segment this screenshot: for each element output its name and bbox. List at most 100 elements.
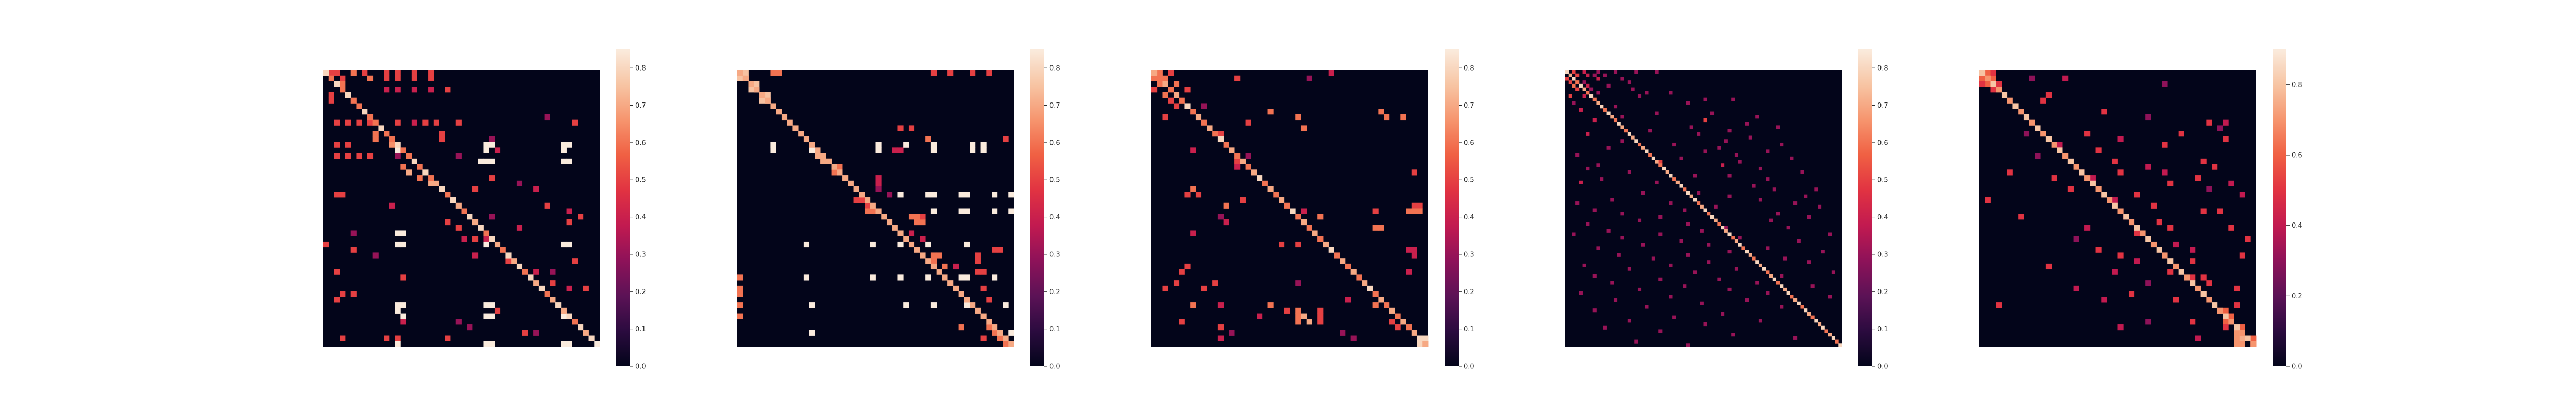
heatmap-diagonal-cell [1257, 175, 1263, 181]
heatmap-cell [770, 142, 776, 148]
heatmap-cell [1807, 260, 1811, 264]
heatmap-diagonal-cell [561, 307, 567, 314]
heatmap-cell [483, 158, 489, 164]
heatmap-cell [1295, 313, 1301, 319]
heatmap-diagonal-cell [2007, 97, 2013, 104]
heatmap-cell [1162, 114, 1168, 121]
heatmap-diagonal-cell [1679, 184, 1683, 188]
heatmap-cell [1234, 164, 1241, 170]
heatmap-diagonal-cell [533, 280, 539, 286]
heatmap-cell [2101, 297, 2107, 303]
heatmap-cell [472, 236, 479, 242]
heatmap-cell [1703, 322, 1707, 327]
heatmap-cell [925, 274, 931, 281]
colorbar [1445, 49, 1459, 366]
heatmap-cell [1257, 313, 1263, 319]
heatmap-cell [505, 258, 512, 264]
heatmap-diagonal-cell [1641, 146, 1645, 150]
heatmap-cell [428, 75, 434, 81]
heatmap-cell [1217, 324, 1224, 331]
heatmap-cell [400, 302, 406, 308]
heatmap-cell [1317, 214, 1324, 220]
heatmap-cell [1190, 302, 1196, 308]
heatmap-diagonal-cell [1323, 241, 1329, 248]
heatmap-cell [1697, 191, 1701, 195]
heatmap-cell [865, 202, 871, 209]
heatmap-diagonal-cell [1831, 336, 1835, 340]
colorbar-tick-label: 0.7 [1877, 102, 1888, 110]
colorbar-tick-label: 0.4 [635, 214, 646, 221]
heatmap-diagonal-cell [2051, 142, 2057, 148]
heatmap-cell [897, 125, 904, 131]
heatmap-diagonal-cell [1662, 166, 1666, 171]
heatmap-cell [400, 230, 406, 236]
heatmap-cell [1372, 208, 1379, 214]
heatmap-cell [2234, 330, 2240, 336]
heatmap-cell [1162, 285, 1168, 291]
heatmap-diagonal-cell [1717, 222, 1721, 226]
heatmap-cell [455, 153, 462, 159]
heatmap-cell [2200, 274, 2207, 281]
heatmap-cell [455, 119, 462, 126]
heatmap-cell [1776, 212, 1780, 216]
heatmap-cell [1295, 114, 1301, 121]
heatmap-cell [737, 291, 743, 297]
heatmap-diagonal-cell [1406, 324, 1412, 331]
heatmap-cell [1721, 163, 1725, 167]
heatmap-cell [1758, 166, 1763, 171]
heatmap-cell [561, 241, 567, 248]
heatmap-diagonal-cell [1195, 114, 1202, 121]
heatmap-diagonal-cell [770, 103, 776, 109]
heatmap-cell [550, 269, 556, 275]
heatmap-cell [1703, 149, 1707, 153]
heatmap-cell [914, 214, 920, 220]
heatmap-cell [1627, 80, 1631, 84]
heatmap-cell [853, 197, 859, 203]
heatmap-cell [395, 341, 401, 347]
heatmap-cell [2223, 136, 2229, 143]
heatmap-cell [2190, 319, 2196, 325]
heatmap-cell [1810, 284, 1815, 288]
heatmap-cell [356, 119, 362, 126]
heatmap-cell [2234, 302, 2240, 308]
heatmap-diagonal-cell [1284, 202, 1290, 209]
heatmap-cell [1669, 295, 1673, 299]
heatmap-diagonal-cell [1707, 212, 1711, 216]
heatmap-cell [1592, 73, 1597, 77]
heatmap-diagonal-cell [2245, 335, 2251, 341]
heatmap-diagonal-cell [1824, 329, 1828, 333]
heatmap-cell [2112, 197, 2118, 203]
heatmap-cell [1627, 319, 1631, 323]
heatmap-diagonal-cell [572, 319, 578, 325]
colorbar-tick-label: 0.6 [1464, 139, 1475, 147]
heatmap-cell [2190, 274, 2196, 281]
heatmap-cell [970, 70, 976, 76]
heatmap-cell [1627, 267, 1631, 271]
heatmap-diagonal-cell [942, 274, 948, 281]
heatmap-diagonal-cell [1637, 142, 1642, 147]
heatmap-cell [1575, 153, 1580, 157]
heatmap-cell [2067, 186, 2074, 192]
heatmap-cell [1990, 75, 1996, 81]
heatmap-cell [389, 142, 396, 148]
heatmap-diagonal-cell [1245, 164, 1251, 170]
colorbar-tick-label: 0.0 [1464, 363, 1475, 371]
heatmap-cell [2228, 225, 2234, 231]
heatmap-cell [350, 70, 357, 76]
heatmap-cell [1613, 298, 1618, 302]
heatmap-cell [544, 202, 550, 209]
heatmap-cell [1707, 260, 1711, 264]
heatmap-cell [340, 192, 346, 198]
heatmap-cell [445, 87, 451, 93]
heatmap-cell [1697, 132, 1701, 136]
heatmap-cell [389, 202, 396, 209]
heatmap-cell [578, 214, 584, 220]
heatmap-diagonal-cell [1600, 105, 1604, 109]
heatmap-cell [820, 158, 826, 164]
heatmap-cell [1731, 333, 1735, 337]
heatmap-diagonal-cell [2128, 219, 2135, 226]
heatmap-cell [809, 147, 815, 153]
heatmap-cell [1217, 131, 1224, 137]
heatmap-cell [572, 119, 578, 126]
heatmap-diagonal-cell [583, 330, 589, 336]
